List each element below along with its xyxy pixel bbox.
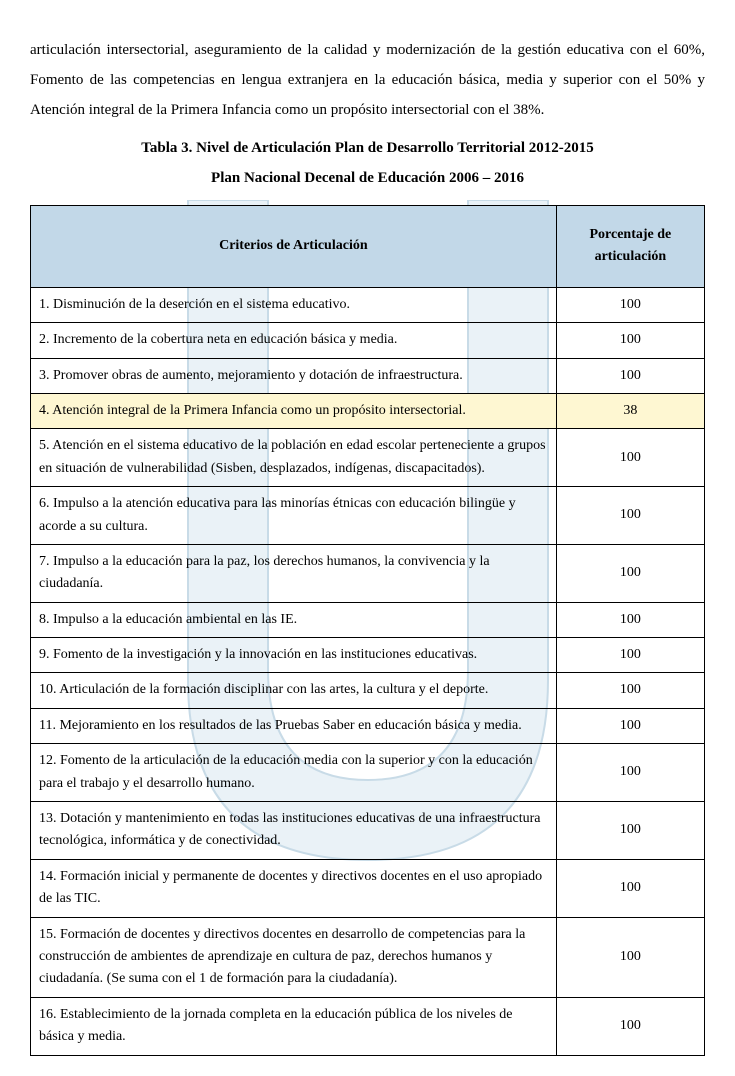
criterion-cell: 6. Impulso a la atención educativa para … xyxy=(31,487,557,545)
articulation-table: Criterios de Articulación Porcentaje de … xyxy=(30,205,705,1056)
percentage-cell: 100 xyxy=(556,323,704,358)
percentage-cell: 100 xyxy=(556,708,704,743)
percentage-cell: 100 xyxy=(556,487,704,545)
percentage-cell: 100 xyxy=(556,673,704,708)
table-row: 1. Disminución de la deserción en el sis… xyxy=(31,287,705,322)
criterion-cell: 10. Articulación de la formación discipl… xyxy=(31,673,557,708)
table-row: 10. Articulación de la formación discipl… xyxy=(31,673,705,708)
percentage-cell: 100 xyxy=(556,544,704,602)
percentage-cell: 38 xyxy=(556,393,704,428)
table-row: 6. Impulso a la atención educativa para … xyxy=(31,487,705,545)
table-row: 5. Atención en el sistema educativo de l… xyxy=(31,429,705,487)
table-row: 9. Fomento de la investigación y la inno… xyxy=(31,638,705,673)
table-row: 13. Dotación y mantenimiento en todas la… xyxy=(31,802,705,860)
criterion-cell: 15. Formación de docentes y directivos d… xyxy=(31,917,557,997)
criterion-cell: 13. Dotación y mantenimiento en todas la… xyxy=(31,802,557,860)
criterion-cell: 16. Establecimiento de la jornada comple… xyxy=(31,997,557,1055)
table-row: 8. Impulso a la educación ambiental en l… xyxy=(31,602,705,637)
table-title-line2: Plan Nacional Decenal de Educación 2006 … xyxy=(211,170,524,186)
header-porcentaje: Porcentaje de articulación xyxy=(556,206,704,288)
percentage-cell: 100 xyxy=(556,638,704,673)
percentage-cell: 100 xyxy=(556,997,704,1055)
table-row: 14. Formación inicial y permanente de do… xyxy=(31,859,705,917)
table-title: Tabla 3. Nivel de Articulación Plan de D… xyxy=(30,133,705,193)
table-row: 16. Establecimiento de la jornada comple… xyxy=(31,997,705,1055)
table-row: 4. Atención integral de la Primera Infan… xyxy=(31,393,705,428)
criterion-cell: 1. Disminución de la deserción en el sis… xyxy=(31,287,557,322)
table-title-line1: Tabla 3. Nivel de Articulación Plan de D… xyxy=(141,140,593,156)
percentage-cell: 100 xyxy=(556,802,704,860)
criterion-cell: 9. Fomento de la investigación y la inno… xyxy=(31,638,557,673)
criterion-cell: 11. Mejoramiento en los resultados de la… xyxy=(31,708,557,743)
percentage-cell: 100 xyxy=(556,744,704,802)
criterion-cell: 14. Formación inicial y permanente de do… xyxy=(31,859,557,917)
criterion-cell: 3. Promover obras de aumento, mejoramien… xyxy=(31,358,557,393)
table-row: 2. Incremento de la cobertura neta en ed… xyxy=(31,323,705,358)
criterion-cell: 4. Atención integral de la Primera Infan… xyxy=(31,393,557,428)
criterion-cell: 2. Incremento de la cobertura neta en ed… xyxy=(31,323,557,358)
intro-paragraph: articulación intersectorial, aseguramien… xyxy=(30,35,705,125)
percentage-cell: 100 xyxy=(556,917,704,997)
criterion-cell: 7. Impulso a la educación para la paz, l… xyxy=(31,544,557,602)
percentage-cell: 100 xyxy=(556,429,704,487)
table-row: 12. Fomento de la articulación de la edu… xyxy=(31,744,705,802)
table-row: 7. Impulso a la educación para la paz, l… xyxy=(31,544,705,602)
percentage-cell: 100 xyxy=(556,859,704,917)
table-row: 11. Mejoramiento en los resultados de la… xyxy=(31,708,705,743)
criterion-cell: 8. Impulso a la educación ambiental en l… xyxy=(31,602,557,637)
header-criterios: Criterios de Articulación xyxy=(31,206,557,288)
criterion-cell: 12. Fomento de la articulación de la edu… xyxy=(31,744,557,802)
percentage-cell: 100 xyxy=(556,602,704,637)
table-row: 3. Promover obras de aumento, mejoramien… xyxy=(31,358,705,393)
table-row: 15. Formación de docentes y directivos d… xyxy=(31,917,705,997)
percentage-cell: 100 xyxy=(556,287,704,322)
percentage-cell: 100 xyxy=(556,358,704,393)
table-header-row: Criterios de Articulación Porcentaje de … xyxy=(31,206,705,288)
criterion-cell: 5. Atención en el sistema educativo de l… xyxy=(31,429,557,487)
